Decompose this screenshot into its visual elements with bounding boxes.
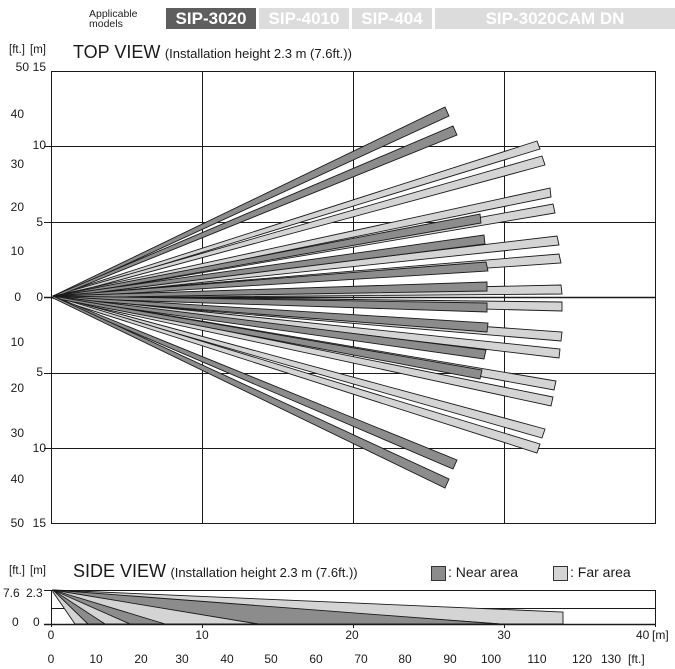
models-label: models [89,18,123,30]
x-tick-ft: 70 [354,652,368,666]
side-ytick-m: 0 [33,615,40,629]
top-ytick-m: 10 [32,138,46,152]
x-unit-ft: [ft.] [628,652,645,666]
x-tick-ft: 120 [571,652,593,666]
x-tick-m: 20 [345,628,359,642]
top-ytick-ft: 30 [10,157,24,171]
model-badge-sip-4010: SIP-4010 [259,8,349,29]
model-badge-sip-3020: SIP-3020 [166,8,256,29]
far-area-swatch [553,566,568,581]
top-ytick-ft: 10 [10,244,24,258]
top-view-unit-m: [m] [30,44,46,56]
x-tick-ft: 90 [443,652,457,666]
top-ytick-m: 0 [36,290,43,304]
top-ytick-m: 10 [32,441,46,455]
top-ytick-ft: 10 [10,335,24,349]
x-tick-ft: 130 [601,652,622,666]
x-unit-m: [m] [652,628,669,642]
side-view-unit-ft: [ft.] [9,565,25,577]
side-view-title: SIDE VIEW [73,561,167,581]
top-view-title: TOP VIEW [73,42,161,62]
top-ytick-ft: 50 [15,60,29,74]
top-ytick-m: 15 [32,516,46,530]
x-tick-ft: 60 [309,652,323,666]
near-area-legend: : Near area [448,564,519,580]
near-area-swatch [431,566,446,581]
x-tick-m: 40 [636,628,650,642]
top-view-subtitle: (Installation height 2.3 m (7.6ft.)) [164,46,352,61]
x-tick-m: 30 [497,628,511,642]
x-tick-ft: 110 [527,652,547,666]
x-tick-ft: 0 [47,652,55,666]
side-view-unit-m: [m] [30,565,46,577]
far-area-legend: : Far area [570,564,631,580]
model-badge-sip-404: SIP-404 [352,8,432,29]
model-badge-sip-3020cam-dn: SIP-3020CAM DN [435,8,675,29]
x-tick-ft: 10 [89,652,103,666]
top-ytick-ft: 50 [10,516,24,530]
near-beam [52,295,450,489]
top-view-near-beams [52,106,489,489]
side-view-beams [52,588,564,625]
side-ytick-ft: 0 [12,615,19,629]
top-ytick-ft: 20 [10,381,24,395]
side-view-subtitle: (Installation height 2.3 m (7.6ft.)) [170,565,358,580]
x-tick-m: 10 [195,628,209,642]
side-far-beam [52,588,90,625]
top-ytick-ft: 40 [10,472,24,486]
top-ytick-ft: 40 [10,107,24,121]
side-view-title-block: SIDE VIEW (Installation height 2.3 m (7.… [73,561,358,582]
x-tick-ft: 50 [264,652,278,666]
x-tick-ft: 20 [134,652,148,666]
top-ytick-m: 5 [36,365,43,379]
top-ytick-ft: 30 [10,426,24,440]
top-ytick-ft: 0 [14,290,21,304]
x-tick-ft: 40 [220,652,234,666]
x-tick-ft: 100 [480,652,502,666]
top-ytick-ft: 20 [10,200,24,214]
x-tick-ft: 30 [175,652,189,666]
x-tick-m: 0 [47,628,55,642]
top-view-title-block: TOP VIEW (Installation height 2.3 m (7.6… [73,42,352,63]
side-ytick-ft: 7.6 [3,586,20,600]
side-ytick-m: 2.3 [26,586,43,600]
x-tick-ft: 80 [398,652,412,666]
applicable-label: Applicable [89,8,138,20]
top-ytick-m: 15 [32,60,46,74]
top-ytick-m: 5 [36,215,43,229]
top-view-unit-ft: [ft.] [9,44,25,56]
